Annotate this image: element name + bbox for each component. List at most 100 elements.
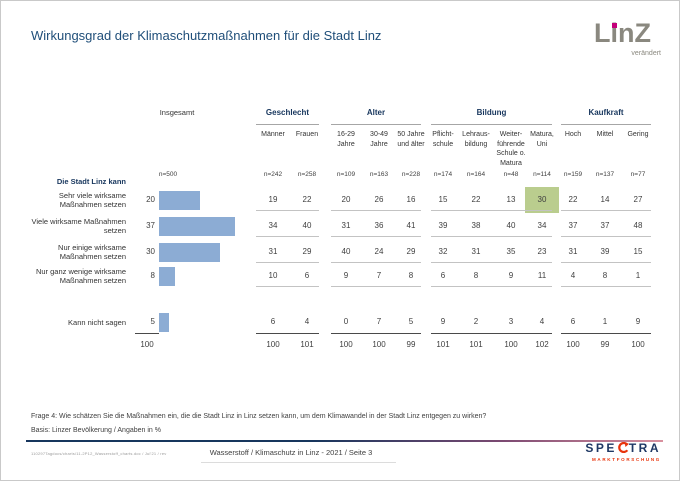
- table-cell: 11: [537, 271, 547, 280]
- n-value: n=114: [533, 171, 551, 178]
- row-separator: [256, 262, 319, 263]
- total-line: [256, 333, 319, 334]
- footer-question: Frage 4: Wie schätzen Sie die Maßnahmen …: [31, 413, 487, 420]
- table-cell: 31: [568, 247, 578, 256]
- row-separator: [256, 286, 319, 287]
- table-cell: 37: [600, 221, 610, 230]
- table-cell: 6: [440, 271, 446, 280]
- total-value: 100: [504, 340, 518, 349]
- table-cell: 7: [376, 317, 382, 326]
- row-separator: [561, 262, 651, 263]
- column-header: 16-29 Jahre: [337, 131, 355, 148]
- column-header: Mittel: [596, 131, 614, 138]
- row-separator: [431, 210, 552, 211]
- table-cell: 8: [473, 271, 479, 280]
- table-cell: 22: [568, 195, 578, 204]
- total-line: [561, 333, 651, 334]
- table-cell: 22: [302, 195, 312, 204]
- table-cell: 1: [635, 271, 641, 280]
- table-cell: 8: [408, 271, 414, 280]
- table-cell: 35: [506, 247, 516, 256]
- table-cell: 4: [304, 317, 310, 326]
- insgesamt-value: 8: [150, 271, 155, 280]
- footer-divider-line: [26, 440, 663, 442]
- table-cell: 39: [438, 221, 448, 230]
- total-value: 101: [300, 340, 314, 349]
- footer-doc-reference: 110297Tagdocs/charts/11-2P12_Wasserstoff…: [31, 451, 167, 456]
- insgesamt-value: 37: [146, 221, 155, 230]
- footer-basis: Basis: Linzer Bevölkerung / Angaben in %: [31, 427, 161, 434]
- column-header: Männer: [261, 131, 285, 138]
- total-line: [331, 333, 421, 334]
- table-cell: 24: [374, 247, 384, 256]
- column-header: Matura, Uni: [530, 131, 554, 148]
- n-value-insgesamt: n=500: [158, 171, 178, 178]
- table-cell: 13: [506, 195, 516, 204]
- table-cell: 29: [406, 247, 416, 256]
- linz-logo-wordmark: LinZ: [594, 18, 651, 48]
- row-label: Sehr viele wirksame Maßnahmen setzen: [58, 191, 126, 209]
- column-header: 50 Jahre und älter: [397, 131, 425, 148]
- table-cell: 40: [341, 247, 351, 256]
- bar: [159, 267, 175, 286]
- table-cell: 15: [438, 195, 448, 204]
- row-label: Nur ganz wenige wirksame Maßnahmen setze…: [35, 267, 126, 285]
- n-value: n=77: [630, 171, 646, 178]
- table-cell: 14: [600, 195, 610, 204]
- table-cell: 31: [341, 221, 351, 230]
- total-value: 102: [535, 340, 549, 349]
- group-header: Alter: [366, 108, 386, 117]
- table-cell: 26: [374, 195, 384, 204]
- column-header: Frauen: [295, 131, 319, 138]
- column-header-insgesamt: Insgesamt: [159, 108, 195, 117]
- table-cell: 39: [600, 247, 610, 256]
- n-value: n=174: [433, 171, 453, 178]
- table-cell: 15: [633, 247, 643, 256]
- table-cell: 23: [537, 247, 547, 256]
- group-header-underline: [256, 124, 319, 125]
- row-label: Viele wirksame Maßnahmen setzen: [31, 217, 126, 235]
- n-value: n=137: [595, 171, 615, 178]
- total-line: [431, 333, 552, 334]
- total-value: 99: [600, 340, 610, 349]
- table-cell: 16: [406, 195, 416, 204]
- table-cell: 30: [537, 195, 547, 204]
- row-separator: [331, 286, 421, 287]
- table-cell: 29: [302, 247, 312, 256]
- column-header: Lehraus-bildung: [462, 131, 490, 148]
- n-value: n=109: [336, 171, 356, 178]
- highlight-cell-box: [525, 187, 559, 213]
- group-header: Geschlecht: [265, 108, 310, 117]
- row-separator: [431, 262, 552, 263]
- n-value: n=164: [466, 171, 486, 178]
- row-separator: [331, 210, 421, 211]
- table-cell: 9: [508, 271, 514, 280]
- table-cell: 36: [374, 221, 384, 230]
- table-cell: 31: [268, 247, 278, 256]
- table-cell: 22: [471, 195, 481, 204]
- n-value: n=48: [503, 171, 519, 178]
- table-cell: 5: [408, 317, 414, 326]
- table-cell: 37: [568, 221, 578, 230]
- linz-logo-claim: verändert: [631, 50, 661, 57]
- insgesamt-value: 30: [146, 247, 155, 256]
- n-value: n=258: [297, 171, 317, 178]
- bar: [159, 217, 235, 236]
- row-separator: [431, 236, 552, 237]
- column-header: 30-49 Jahre: [370, 131, 388, 148]
- linz-logo-dot: [612, 23, 617, 28]
- insgesamt-value: 5: [150, 317, 155, 326]
- group-header-underline: [331, 124, 421, 125]
- table-cell: 8: [602, 271, 608, 280]
- row-separator: [256, 236, 319, 237]
- row-separator: [431, 286, 552, 287]
- table-cell: 31: [471, 247, 481, 256]
- table-cell: 9: [440, 317, 446, 326]
- spectra-logo-subtitle: MARKTFORSCHUNG: [591, 457, 661, 462]
- row-label: Kann nicht sagen: [68, 317, 126, 327]
- column-header: Gering: [627, 131, 649, 138]
- table-cell: 0: [343, 317, 349, 326]
- bar: [159, 313, 169, 332]
- row-separator: [331, 262, 421, 263]
- table-cell: 3: [508, 317, 514, 326]
